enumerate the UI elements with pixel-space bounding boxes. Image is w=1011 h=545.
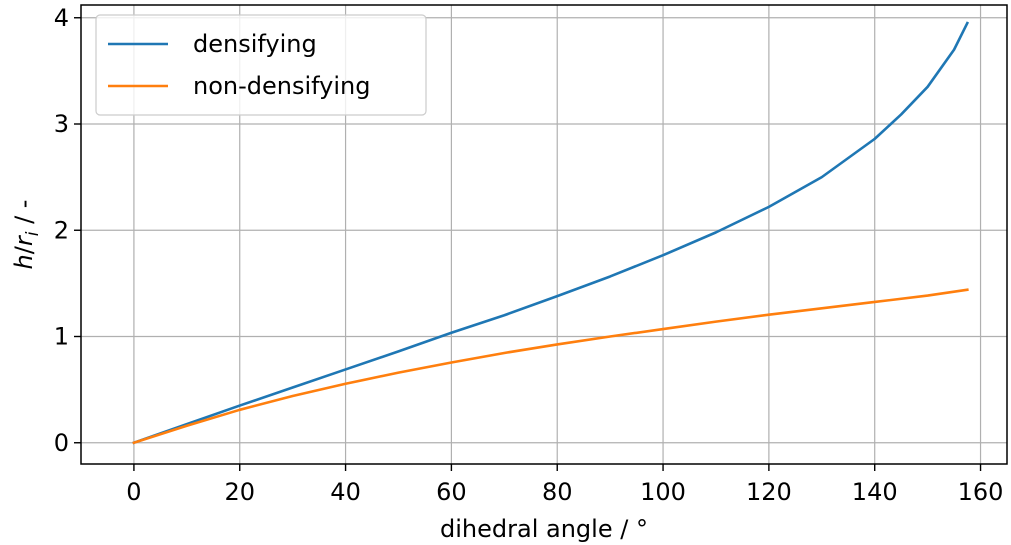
ticks: 0 20 40 60 80 100 120 140 160 0 1 2 3 4 <box>54 4 1004 506</box>
x-tick-label: 0 <box>126 478 141 506</box>
y-axis-label-var: h <box>10 254 38 269</box>
y-tick-label: 0 <box>54 429 69 457</box>
x-tick-label: 120 <box>746 478 792 506</box>
plot-frame <box>80 4 1008 465</box>
x-tick-label: 160 <box>958 478 1004 506</box>
x-tick-label: 100 <box>640 478 686 506</box>
y-tick-label: 4 <box>54 4 69 32</box>
y-axis-label-subscript: i <box>23 231 43 236</box>
y-tick-label: 3 <box>54 110 69 138</box>
x-tick-label: 140 <box>852 478 898 506</box>
series-lines <box>132 21 970 445</box>
series-line-non-densifying <box>132 288 969 445</box>
x-tick-label: 40 <box>330 478 361 506</box>
legend-label: densifying <box>193 30 317 58</box>
legend-label: non-densifying <box>193 72 371 100</box>
legend-box <box>95 14 427 116</box>
x-tick-label: 80 <box>542 478 573 506</box>
y-axis-label-r: r <box>10 234 38 246</box>
x-tick-label: 20 <box>224 478 255 506</box>
y-tick-label: 2 <box>54 216 69 244</box>
y-tick-label: 1 <box>54 323 69 351</box>
y-axis-label: h/ri / - <box>10 200 43 270</box>
x-axis-label: dihedral angle / ° <box>440 515 648 543</box>
series-line-densifying <box>132 21 970 445</box>
y-axis-label-rest: / - <box>10 200 38 232</box>
y-axis-label-sep: / <box>10 245 38 254</box>
legend: densifying non-densifying <box>95 14 427 116</box>
x-tick-label: 60 <box>436 478 467 506</box>
